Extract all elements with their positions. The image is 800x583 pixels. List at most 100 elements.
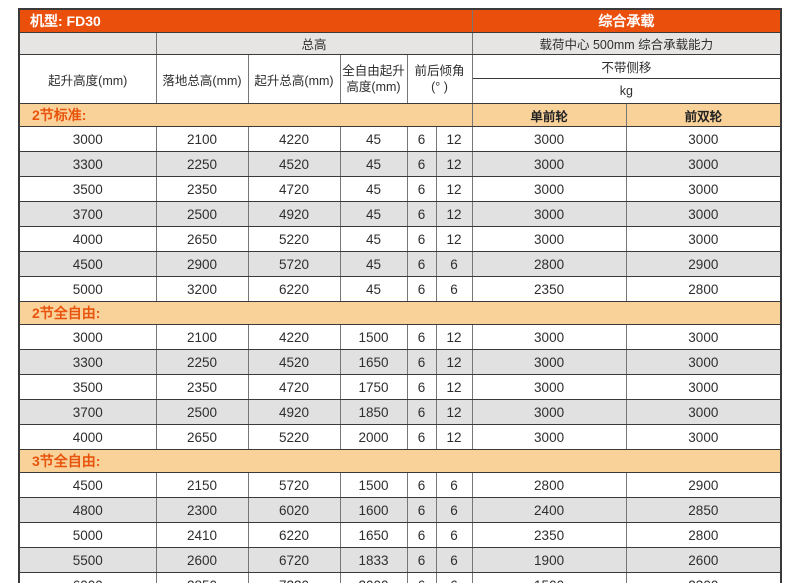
value-cell: 4000 — [18, 226, 157, 252]
value-cell: 3000 — [471, 176, 627, 202]
value-cell: 1750 — [339, 374, 408, 400]
value-cell: 2900 — [155, 251, 249, 277]
col-single-front-wheel: 单前轮 — [471, 103, 627, 127]
data-row: 5500 2600 6720 1833 6 6 1900 2600 — [18, 547, 782, 573]
value-cell: 5500 — [18, 547, 157, 573]
value-cell: 12 — [435, 399, 473, 425]
value-cell: 6 — [406, 151, 437, 177]
value-cell: 45 — [339, 276, 408, 302]
value-cell: 2350 — [471, 276, 627, 302]
value-cell: 3000 — [471, 201, 627, 227]
section-band-row: 2节全自由: — [18, 301, 782, 325]
value-cell: 6 — [406, 251, 437, 277]
no-sideshift-header: 不带侧移 — [471, 54, 782, 79]
value-cell: 12 — [435, 374, 473, 400]
value-cell: 1500 — [339, 472, 408, 498]
value-cell: 4000 — [18, 424, 157, 450]
value-cell: 6 — [406, 472, 437, 498]
value-cell: 2150 — [155, 472, 249, 498]
col-extended-height: 起升总高(mm) — [247, 54, 341, 104]
value-cell: 45 — [339, 201, 408, 227]
title-row: 机型: FD30 综合承载 — [18, 8, 782, 33]
value-cell: 3000 — [471, 399, 627, 425]
value-cell: 2400 — [471, 497, 627, 523]
value-cell: 2100 — [155, 324, 249, 350]
value-cell: 45 — [339, 126, 408, 152]
value-cell: 1900 — [471, 547, 627, 573]
data-row: 3300 2250 4520 1650 6 12 3000 3000 — [18, 349, 782, 375]
value-cell: 5720 — [247, 251, 341, 277]
data-row: 5000 2410 6220 1650 6 6 2350 2800 — [18, 522, 782, 548]
col-lowered-height: 落地总高(mm) — [155, 54, 249, 104]
value-cell: 2800 — [625, 522, 782, 548]
data-row: 3700 2500 4920 1850 6 12 3000 3000 — [18, 399, 782, 425]
value-cell: 6 — [406, 276, 437, 302]
value-cell: 3700 — [18, 201, 157, 227]
value-cell: 2650 — [155, 226, 249, 252]
value-cell: 3000 — [471, 324, 627, 350]
value-cell: 5220 — [247, 226, 341, 252]
section-2-stage-standard: 2节标准: 单前轮 前双轮 3000 2100 4220 45 6 12 3000 3000 3300… — [18, 103, 782, 302]
value-cell: 45 — [339, 226, 408, 252]
value-cell: 5220 — [247, 424, 341, 450]
value-cell: 4520 — [247, 151, 341, 177]
value-cell: 2850 — [625, 497, 782, 523]
data-row: 4500 2900 5720 45 6 6 2800 2900 — [18, 251, 782, 277]
value-cell: 3300 — [18, 151, 157, 177]
value-cell: 2410 — [155, 522, 249, 548]
value-cell: 1833 — [339, 547, 408, 573]
col-lift-height: 起升高度(mm) — [18, 54, 157, 104]
value-cell: 4520 — [247, 349, 341, 375]
value-cell: 2900 — [625, 251, 782, 277]
data-row: 5000 3200 6220 45 6 6 2350 2800 — [18, 276, 782, 302]
section-band-row: 2节标准: 单前轮 前双轮 — [18, 103, 782, 127]
value-cell: 2300 — [155, 497, 249, 523]
data-row: 3000 2100 4220 45 6 12 3000 3000 — [18, 126, 782, 152]
value-cell: 3000 — [625, 226, 782, 252]
value-cell: 4220 — [247, 324, 341, 350]
value-cell: 3000 — [471, 424, 627, 450]
value-cell: 6 — [435, 572, 473, 583]
value-cell: 3700 — [18, 399, 157, 425]
value-cell: 2800 — [471, 472, 627, 498]
value-cell: 5000 — [18, 276, 157, 302]
value-cell: 6 — [406, 424, 437, 450]
value-cell: 6 — [406, 399, 437, 425]
value-cell: 4800 — [18, 497, 157, 523]
value-cell: 3000 — [625, 324, 782, 350]
subheader-row: 总高 载荷中心 500mm 综合承载能力 — [18, 32, 782, 55]
col-double-front-wheel: 前双轮 — [625, 103, 782, 127]
value-cell: 6 — [435, 251, 473, 277]
value-cell: 12 — [435, 151, 473, 177]
value-cell: 2800 — [625, 276, 782, 302]
value-cell: 2900 — [625, 472, 782, 498]
unit-row: kg — [19, 78, 782, 104]
value-cell: 6 — [435, 497, 473, 523]
value-cell: 3300 — [18, 349, 157, 375]
value-cell: 2250 — [155, 151, 249, 177]
unit-kg: kg — [471, 78, 782, 104]
value-cell: 4920 — [247, 399, 341, 425]
data-row: 4000 2650 5220 2000 6 12 3000 3000 — [18, 424, 782, 450]
data-row: 4500 2150 5720 1500 6 6 2800 2900 — [18, 472, 782, 498]
value-cell: 4920 — [247, 201, 341, 227]
value-cell: 6 — [406, 547, 437, 573]
section-3-stage-full-free: 3节全自由: 4500 2150 5720 1500 6 6 2800 2900 4800 2300… — [18, 449, 782, 583]
value-cell: 12 — [435, 226, 473, 252]
value-cell: 3000 — [18, 324, 157, 350]
value-cell: 6 — [406, 522, 437, 548]
value-cell: 2800 — [471, 251, 627, 277]
value-cell: 3000 — [471, 349, 627, 375]
value-cell: 6 — [435, 522, 473, 548]
value-cell: 4720 — [247, 374, 341, 400]
value-cell: 1650 — [339, 522, 408, 548]
data-row: 4800 2300 6020 1600 6 6 2400 2850 — [18, 497, 782, 523]
section-2-stage-full-free: 2节全自由: 3000 2100 4220 1500 6 12 3000 3000 3300 225… — [18, 301, 782, 450]
value-cell: 6720 — [247, 547, 341, 573]
value-cell: 3000 — [18, 126, 157, 152]
overall-height-header: 总高 — [155, 32, 473, 55]
section-label: 2节标准: — [18, 103, 473, 127]
value-cell: 5000 — [18, 522, 157, 548]
value-cell: 6 — [406, 572, 437, 583]
data-row: 4000 2650 5220 45 6 12 3000 3000 — [18, 226, 782, 252]
